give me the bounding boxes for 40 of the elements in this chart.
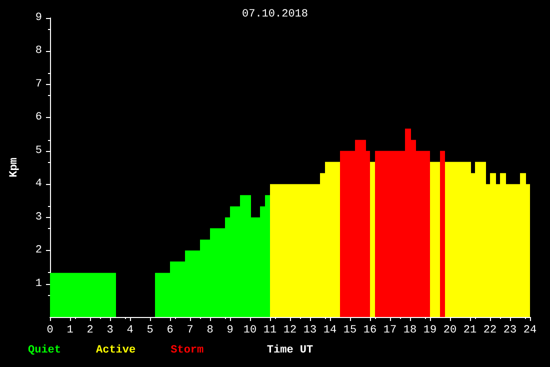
x-tick-label: 16 [363,324,377,336]
x-tick-label: 0 [46,324,54,336]
text: Quiet [28,344,62,356]
x-tick-label: 19 [423,324,437,336]
x-tick-label: 23 [503,324,517,336]
x-axis-title: Time UT [266,344,314,356]
x-tick-label: 14 [323,324,337,336]
y-tick-label: 9 [35,12,42,24]
x-tick-label: 17 [383,324,397,336]
x-tick-label: 18 [403,324,417,336]
x-tick-label: 21 [463,324,477,336]
y-tick-label: 7 [35,78,42,90]
x-tick-label: 24 [523,324,537,336]
x-tick-label: 10 [243,324,257,336]
y-tick-label: 1 [35,278,42,290]
x-tick-label: 2 [86,324,94,336]
x-tick-label: 15 [343,324,357,336]
x-tick-label: 9 [226,324,234,336]
x-tick-label: 7 [186,324,194,336]
x-tick-label: 4 [126,324,134,336]
x-tick-label: 22 [483,324,497,336]
y-axis-title: Kpm [8,157,20,178]
y-tick-label: 2 [35,244,42,257]
x-tick-label: 11 [263,324,277,336]
x-tick-label: 20 [443,324,457,336]
y-tick-label: 5 [35,144,42,157]
x-tick-label: 13 [303,324,317,336]
text: Active [96,344,136,356]
x-tick-label: 8 [206,324,214,336]
y-tick-label: 8 [35,45,42,58]
x-tick-label: 12 [283,324,297,336]
x-tick-label: 3 [106,324,114,336]
x-tick-label: 5 [146,324,154,336]
chart-title: 07.10.2018 [242,8,308,20]
x-tick-label: 1 [66,324,74,336]
y-tick-label: 3 [35,211,42,224]
y-tick-label: 4 [35,178,42,190]
text: Storm [170,344,204,356]
x-tick-label: 6 [166,324,174,336]
y-tick-label: 6 [35,112,42,124]
